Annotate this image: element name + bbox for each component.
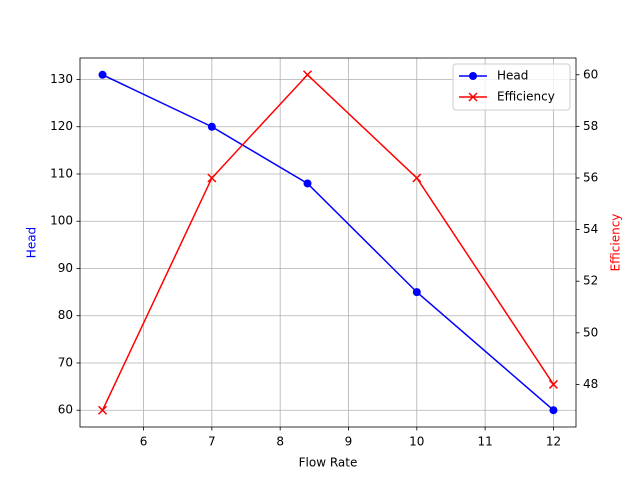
legend-marker [468,92,478,102]
y-tick-label: 80 [58,308,73,322]
y-tick-label: 130 [50,72,73,86]
point [548,379,558,389]
y2-tick-label: 48 [583,377,598,391]
y2-tick-label: 54 [583,222,598,236]
point [412,288,421,297]
legend-marker [469,72,477,80]
legend-label: Head [497,69,528,83]
y2-axis-label: Efficiency [609,214,623,272]
y-tick-label: 110 [50,166,73,180]
x-tick-label: 10 [409,435,424,449]
y2-tick-label: 50 [583,325,598,339]
x-tick-label: 7 [208,435,216,449]
y-tick-label: 90 [58,261,73,275]
x-tick-label: 6 [140,435,148,449]
point [98,70,107,79]
point [412,173,422,183]
point [549,406,558,415]
y2-tick-label: 52 [583,274,598,288]
legend-label: Efficiency [497,90,555,104]
point [207,122,216,131]
point [207,173,217,183]
x-axis-label: Flow Rate [299,456,358,470]
x-tick-label: 9 [345,435,353,449]
plot-frame [79,57,577,428]
x-tick-label: 8 [276,435,284,449]
y-axis-label: Head [25,227,39,258]
y-tick-label: 60 [58,403,73,417]
legend: Head Efficiency [452,63,571,111]
y-tick-label: 70 [58,355,73,369]
point [302,70,313,80]
point [303,179,312,188]
point [98,405,108,415]
y2-tick-label: 60 [583,67,598,81]
y2-tick-label: 56 [583,170,598,184]
y-tick-label: 100 [50,214,73,228]
x-tick-label: 11 [477,435,492,449]
y2-tick-label: 58 [583,119,598,133]
x-tick-label: 12 [546,435,561,449]
y-tick-label: 120 [50,119,73,133]
